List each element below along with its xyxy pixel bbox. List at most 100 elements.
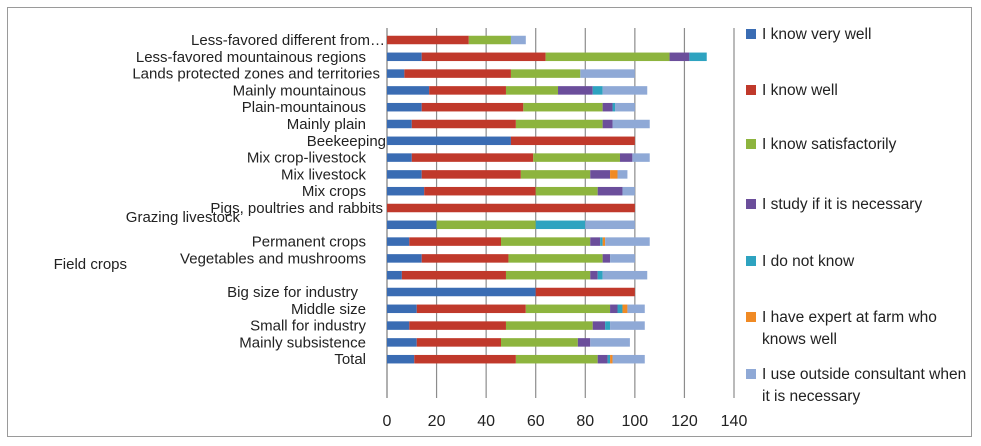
bar-segment-2-7: [533, 153, 620, 162]
bar-segment-3-19: [597, 354, 608, 364]
bar-segment-2-4: [523, 102, 603, 112]
bar-segment-1-14: [401, 270, 506, 280]
category-labels: Less-favored different from…Less-favored…: [54, 32, 386, 368]
category-label: Small for industry: [250, 318, 366, 335]
bar-segment-1-15: [535, 287, 635, 297]
category-label: Mix livestock: [281, 166, 367, 183]
bar-segment-1-10: [387, 203, 635, 213]
category-label: Mainly subsistence: [239, 334, 366, 351]
bar-segment-2-5: [515, 119, 603, 129]
x-tick-label: 60: [527, 413, 545, 430]
bar-segment-4-19: [607, 354, 611, 364]
bar-segment-6-8: [617, 170, 628, 179]
legend-swatch: [746, 256, 756, 266]
bar-segment-1-3: [429, 86, 506, 95]
legend-item: I have expert at farm who knows well: [746, 307, 967, 351]
bar-segment-3-8: [590, 170, 611, 179]
x-tick-labels: 0 20 40 60 80 100 120 140: [383, 413, 748, 430]
bar-segment-0-4: [387, 102, 422, 112]
bar-segment-0-1: [387, 52, 422, 62]
category-label: Less-favored mountainous regions: [136, 49, 366, 66]
bar-segment-6-19: [612, 354, 645, 364]
legend-swatch: [746, 85, 756, 95]
bar-segment-3-17: [592, 321, 606, 330]
bar-segment-4-3: [592, 86, 603, 95]
bar-segment-3-12: [590, 237, 601, 246]
bar-segment-0-13: [387, 254, 422, 263]
bar-segment-2-12: [501, 237, 591, 246]
legend-label: I have expert at farm who knows well: [762, 309, 937, 348]
bar-segment-4-11: [535, 220, 586, 230]
category-label: Grazing livestock: [126, 209, 241, 226]
category-label: Total: [334, 351, 366, 368]
legend-swatch: [746, 139, 756, 149]
legend-item: I use outside consultant when it is nece…: [746, 364, 967, 408]
bar-segment-0-14: [387, 270, 402, 280]
bar-segment-2-18: [501, 338, 578, 347]
bar-segment-6-16: [627, 304, 645, 314]
legend-item: I know satisfactorily: [746, 134, 967, 156]
bar-segment-6-11: [585, 220, 635, 230]
bar-segment-5-12: [602, 237, 606, 246]
bar-segment-3-13: [602, 254, 611, 263]
bar-segment-1-2: [404, 69, 511, 78]
bar-segment-6-4: [615, 102, 635, 112]
legend-item: I do not know: [746, 251, 967, 273]
bar-segment-1-4: [421, 102, 524, 112]
bar-segment-0-5: [387, 119, 412, 129]
bar-segment-4-1: [689, 52, 707, 62]
category-label: Mainly mountainous: [233, 82, 366, 99]
legend-item: I study if it is necessary: [746, 194, 967, 216]
bar-segment-0-11: [387, 220, 437, 230]
category-label: Mix crop-livestock: [247, 150, 367, 167]
legend-label: I study if it is necessary: [762, 196, 923, 213]
category-label: Plain-mountainous: [242, 99, 366, 116]
legend-label: I use outside consultant when it is nece…: [762, 366, 967, 405]
bar-segment-1-12: [409, 237, 502, 246]
bar-segment-3-9: [597, 186, 623, 196]
bar-segment-1-9: [424, 186, 536, 196]
bar-segment-1-13: [421, 254, 509, 263]
bar-segment-6-18: [590, 338, 630, 347]
category-label: Pigs, poultries and rabbits: [210, 200, 383, 217]
bar-segment-0-19: [387, 354, 415, 364]
bar-segment-0-9: [387, 186, 425, 196]
bar-segment-5-19: [610, 354, 613, 364]
bar-segment-2-16: [525, 304, 611, 314]
bar-segment-0-18: [387, 338, 417, 347]
bar-segment-2-14: [505, 270, 591, 280]
bar-segment-2-0: [468, 35, 511, 45]
bar-segment-6-13: [610, 254, 635, 263]
bar-segment-2-8: [520, 170, 591, 179]
bar-segment-2-17: [505, 321, 593, 330]
bar-segment-0-12: [387, 237, 410, 246]
bar-segment-2-11: [436, 220, 536, 230]
bar-segment-6-5: [612, 119, 650, 129]
bar-segment-4-14: [597, 270, 603, 280]
bar-segment-3-5: [602, 119, 613, 129]
bar-segment-1-19: [414, 354, 516, 364]
bar-segment-3-16: [610, 304, 618, 314]
bar-segment-1-17: [409, 321, 506, 330]
bar-segment-4-12: [600, 237, 603, 246]
legend-label: I do not know: [762, 253, 855, 270]
bar-segment-1-0: [387, 35, 469, 45]
bar-segment-6-3: [602, 86, 648, 95]
legend-item: I know very well: [746, 24, 967, 46]
bar-segment-1-18: [416, 338, 502, 347]
bar-segment-0-7: [387, 153, 412, 162]
bar-segment-1-1: [421, 52, 546, 62]
bar-segment-6-17: [610, 321, 645, 330]
category-label: Lands protected zones and territories: [132, 66, 380, 83]
bar-segment-2-19: [515, 354, 598, 364]
bars-layer: [387, 35, 707, 364]
category-label: Mainly plain: [287, 116, 366, 133]
legend-swatch: [746, 369, 756, 379]
bar-segment-6-2: [580, 69, 635, 78]
bar-segment-2-3: [505, 86, 559, 95]
stacked-bar-chart: Less-favored different from…Less-favored…: [54, 28, 748, 430]
bar-segment-0-3: [387, 86, 430, 95]
category-label: Middle size: [291, 301, 366, 318]
bar-segment-0-17: [387, 321, 410, 330]
category-label: Field crops: [54, 256, 127, 273]
